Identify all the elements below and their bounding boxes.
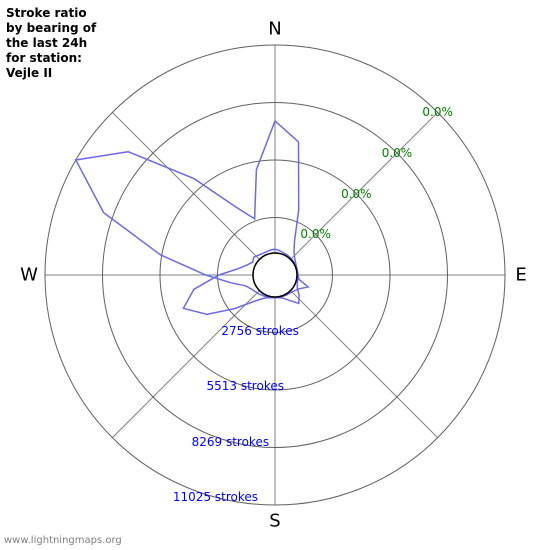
spoke — [112, 291, 259, 438]
attribution-footer: www.lightningmaps.org — [4, 535, 122, 546]
ring-strokes-label: 11025 strokes — [173, 490, 258, 504]
ring-pct-label: 0.0% — [341, 187, 372, 201]
ring-pct-label: 0.0% — [382, 146, 413, 160]
compass-n: N — [268, 19, 281, 40]
spoke — [112, 112, 259, 259]
spoke — [291, 291, 438, 438]
ring-strokes-label: 5513 strokes — [206, 379, 283, 393]
compass-e: E — [515, 265, 526, 286]
chart-title: Stroke ratio by bearing of the last 24h … — [6, 6, 96, 81]
polar-chart — [0, 0, 550, 550]
ring-strokes-label: 2756 strokes — [221, 324, 298, 338]
ring-pct-label: 0.0% — [422, 105, 453, 119]
compass-s: S — [269, 511, 280, 532]
ring-pct-label: 0.0% — [300, 227, 331, 241]
compass-w: W — [20, 265, 38, 286]
center-circle — [253, 253, 297, 297]
ring-strokes-label: 8269 strokes — [192, 435, 269, 449]
